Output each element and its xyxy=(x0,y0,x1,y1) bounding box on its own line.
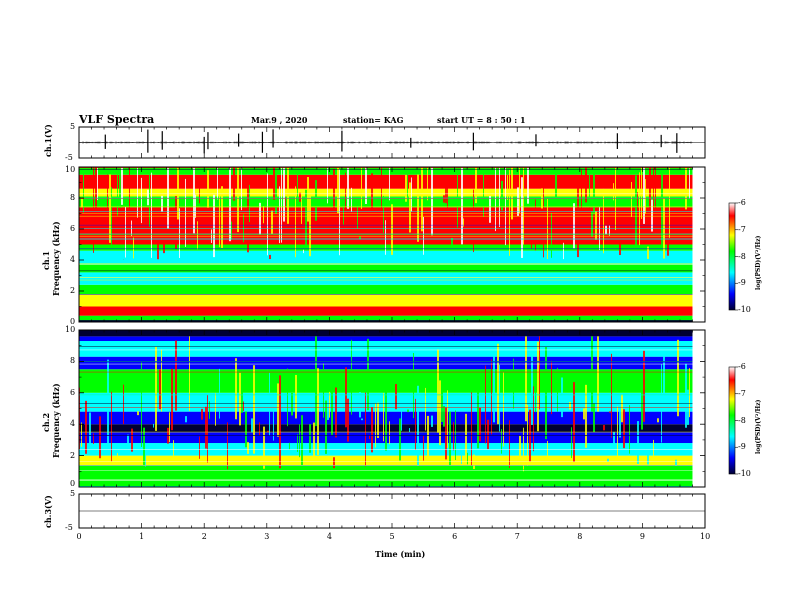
y-tick-label: 2 xyxy=(70,286,76,295)
y-tick-label: 5 xyxy=(70,122,76,131)
colorbar-tick-label: -7 xyxy=(738,224,746,234)
colorbar-scale xyxy=(728,202,736,311)
x-tick-label: 9 xyxy=(639,532,645,541)
x-tick-label: 6 xyxy=(452,532,458,541)
colorbar-tick-label: -8 xyxy=(738,415,746,425)
x-tick-label: 10 xyxy=(700,532,711,541)
chart-title: VLF Spectra xyxy=(79,113,155,126)
colorbars xyxy=(728,202,738,475)
colorbar-tick-label: -9 xyxy=(738,442,746,452)
ch1-waveform-panel xyxy=(79,129,705,154)
colorbar-scale xyxy=(728,366,736,475)
y-tick-label: 8 xyxy=(70,193,76,202)
y-tick-label: 10 xyxy=(65,165,76,174)
y-tick-label: 5 xyxy=(70,489,76,498)
y-tick-label: -5 xyxy=(65,523,73,532)
x-tick-label: 4 xyxy=(326,532,332,541)
y-tick-label: 0 xyxy=(70,479,76,488)
ch2-spectrogram-panel xyxy=(79,330,693,487)
colorbar-tick-label: -7 xyxy=(738,388,746,398)
x-tick-label: 2 xyxy=(201,532,207,541)
y-tick-label: 10 xyxy=(65,325,76,334)
y-tick-label: 6 xyxy=(70,387,76,397)
y-tick-label: 8 xyxy=(70,356,76,366)
y-tick-label: 0 xyxy=(70,317,76,326)
x-tick-label: 5 xyxy=(389,532,395,541)
panel-frames xyxy=(78,126,706,529)
colorbar-tick-label: -6 xyxy=(738,198,746,207)
colorbar-tick-label: -9 xyxy=(738,278,746,288)
x-tick-label: 8 xyxy=(577,532,583,541)
station-label: station= KAG xyxy=(343,115,404,125)
x-axis-label: Time (min) xyxy=(375,549,426,559)
date-label: Mar.9 , 2020 xyxy=(251,115,308,125)
start-time-label: start UT = 8 : 50 : 1 xyxy=(437,115,526,125)
y-tick-label: -5 xyxy=(65,153,73,162)
colorbar-tick-label: -6 xyxy=(738,362,746,371)
ch1-waveform-trace xyxy=(79,141,693,144)
x-tick-label: 7 xyxy=(514,532,520,541)
y-tick-label: 2 xyxy=(70,450,76,460)
x-tick-label: 1 xyxy=(139,532,145,541)
y-tick-label: 4 xyxy=(70,419,76,429)
colorbar-tick-label: -10 xyxy=(738,469,751,478)
colorbar-tick-label: -10 xyxy=(738,305,751,314)
x-tick-label: 0 xyxy=(76,532,82,541)
y-tick-label: 6 xyxy=(70,224,76,233)
ch1-spectrogram-panel xyxy=(79,167,693,322)
x-tick-label: 3 xyxy=(264,532,270,541)
y-tick-label: 4 xyxy=(70,255,76,264)
colorbar-tick-label: -8 xyxy=(738,251,746,261)
